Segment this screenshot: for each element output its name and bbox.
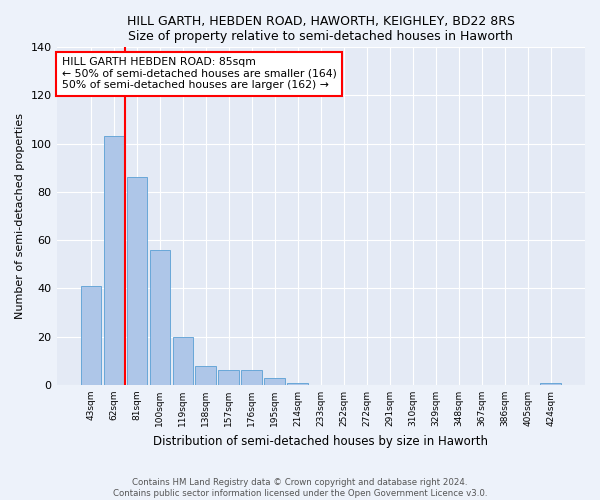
Bar	[80, 286, 101, 385]
Bar	[127, 178, 147, 385]
Bar	[218, 370, 239, 385]
Bar	[196, 366, 216, 385]
Bar	[241, 370, 262, 385]
X-axis label: Distribution of semi-detached houses by size in Haworth: Distribution of semi-detached houses by …	[153, 434, 488, 448]
Bar	[265, 378, 285, 385]
Title: HILL GARTH, HEBDEN ROAD, HAWORTH, KEIGHLEY, BD22 8RS
Size of property relative t: HILL GARTH, HEBDEN ROAD, HAWORTH, KEIGHL…	[127, 15, 515, 43]
Bar	[540, 382, 561, 385]
Bar	[149, 250, 170, 385]
Bar	[287, 382, 308, 385]
Y-axis label: Number of semi-detached properties: Number of semi-detached properties	[15, 113, 25, 319]
Bar	[104, 136, 124, 385]
Text: Contains HM Land Registry data © Crown copyright and database right 2024.
Contai: Contains HM Land Registry data © Crown c…	[113, 478, 487, 498]
Bar	[173, 336, 193, 385]
Text: HILL GARTH HEBDEN ROAD: 85sqm
← 50% of semi-detached houses are smaller (164)
50: HILL GARTH HEBDEN ROAD: 85sqm ← 50% of s…	[62, 57, 337, 90]
